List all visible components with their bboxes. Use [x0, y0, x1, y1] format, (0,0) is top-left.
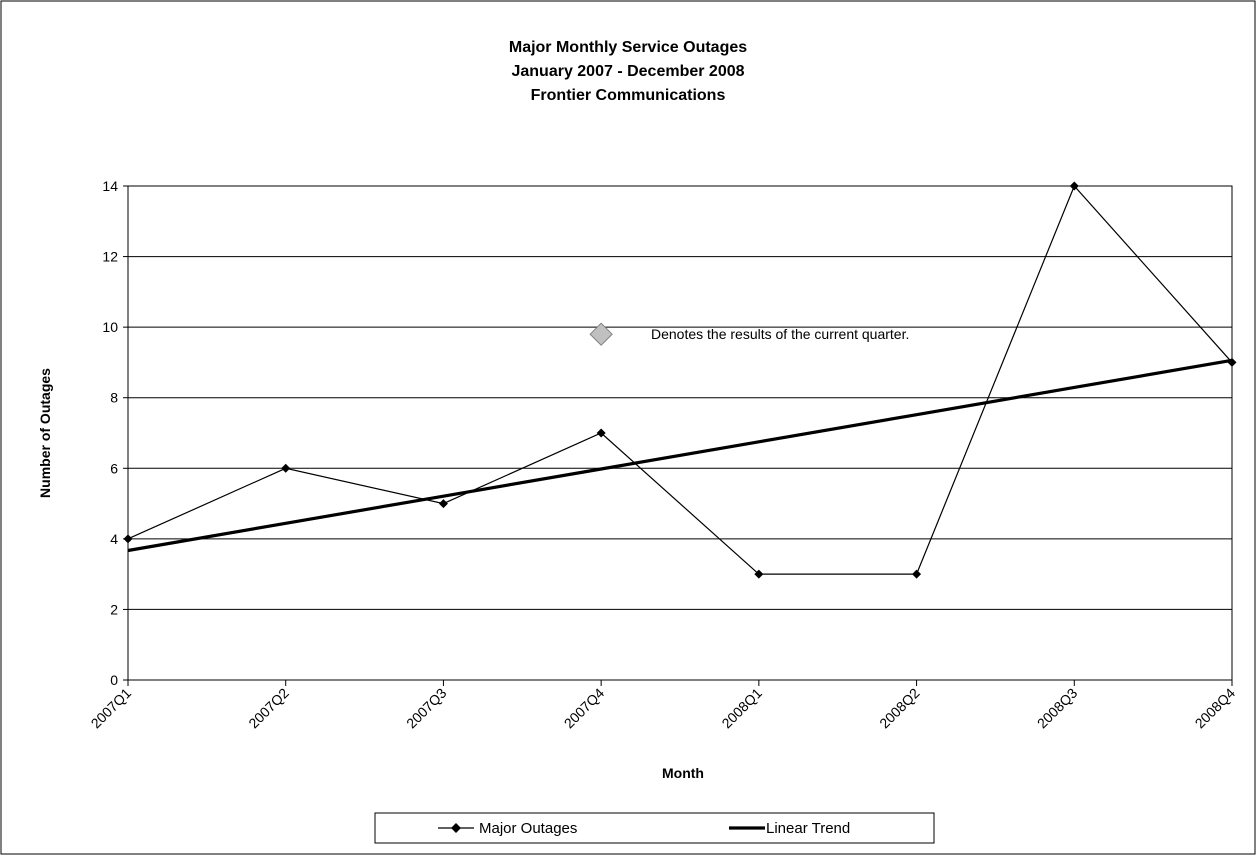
- ytick-label-0: 0: [110, 672, 118, 688]
- series-layer: [123, 181, 1237, 579]
- annotation-text: Denotes the results of the current quart…: [651, 326, 909, 342]
- outage-point-2007Q2: [281, 463, 291, 473]
- grid-lines: [128, 256, 1232, 610]
- legend-major-outages-label: Major Outages: [479, 820, 577, 837]
- chart-title-line-3: Frontier Communications: [531, 87, 726, 104]
- major-outages-line: [127, 184, 1233, 575]
- ytick-label-2: 2: [110, 601, 118, 617]
- ytick-label-10: 10: [102, 319, 118, 335]
- outage-point-2008Q3: [1069, 181, 1079, 191]
- outage-point-2008Q4: [1227, 357, 1237, 367]
- outage-point-2007Q1: [123, 534, 133, 544]
- current-quarter-diamond-icon: [589, 322, 613, 346]
- outage-point-2008Q1: [754, 569, 764, 579]
- legend: Major Outages Linear Trend: [374, 812, 935, 844]
- legend-linear-trend-label: Linear Trend: [766, 820, 850, 837]
- outage-point-2007Q4: [596, 428, 606, 438]
- y-axis-ticks: 0 2 4 6 8 10 12 14: [102, 178, 128, 688]
- ytick-label-6: 6: [110, 460, 118, 476]
- x-axis-title: Month: [662, 765, 704, 781]
- plot-area: [127, 185, 1233, 681]
- y-axis-title: Number of Outages: [37, 368, 53, 498]
- annotation: Denotes the results of the current quart…: [589, 322, 909, 346]
- chart-title-line-2: January 2007 - December 2008: [511, 63, 744, 80]
- outage-point-2007Q3: [438, 499, 448, 509]
- linear-trend-line: [127, 358, 1233, 553]
- outage-point-2008Q2: [912, 569, 922, 579]
- chart-title-line-1: Major Monthly Service Outages: [509, 39, 747, 56]
- ytick-label-8: 8: [110, 390, 118, 406]
- ytick-label-12: 12: [102, 249, 118, 265]
- ytick-label-4: 4: [110, 531, 118, 547]
- ytick-label-14: 14: [102, 178, 118, 194]
- legend-diamond-marker-icon: [451, 823, 461, 833]
